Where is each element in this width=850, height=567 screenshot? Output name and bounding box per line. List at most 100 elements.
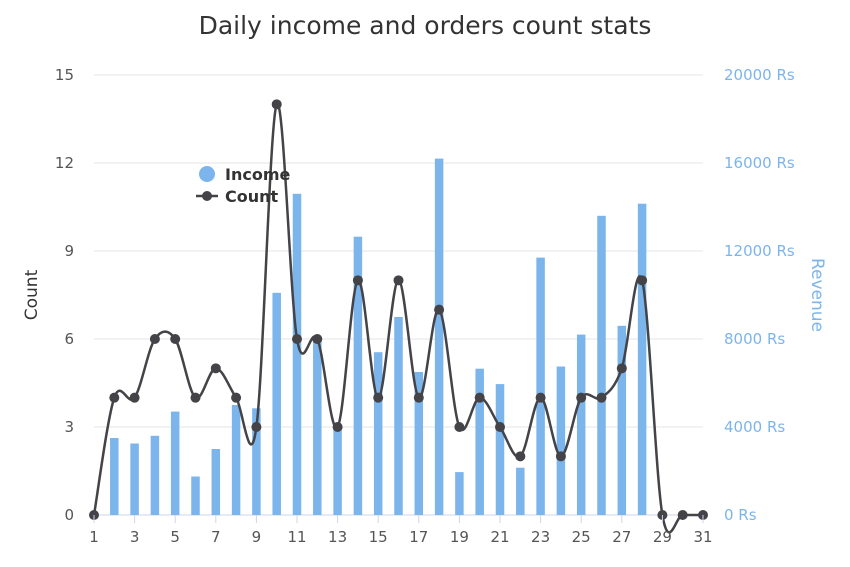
income-bar[interactable] bbox=[576, 334, 586, 515]
legend-count-label: Count bbox=[225, 187, 279, 206]
income-bar[interactable] bbox=[150, 435, 160, 515]
legend-income-label: Income bbox=[225, 165, 290, 184]
income-bar[interactable] bbox=[434, 158, 444, 515]
y-right-tick-label: 12000 Rs bbox=[724, 242, 795, 260]
income-bar[interactable] bbox=[211, 449, 221, 515]
income-bar[interactable] bbox=[394, 317, 403, 515]
income-bar[interactable] bbox=[516, 467, 525, 515]
y-left-tick-label: 9 bbox=[64, 242, 74, 260]
count-point[interactable] bbox=[393, 275, 404, 286]
x-tick-label: 9 bbox=[252, 528, 262, 546]
legend-count-marker-symbol bbox=[202, 191, 212, 201]
count-point[interactable] bbox=[210, 363, 221, 374]
legend-item-income[interactable]: Income bbox=[199, 165, 290, 184]
income-bar[interactable] bbox=[617, 325, 627, 515]
legend-income-symbol bbox=[199, 166, 215, 182]
income-bar[interactable] bbox=[252, 408, 261, 515]
income-bar[interactable] bbox=[333, 425, 342, 515]
x-tick-label: 23 bbox=[531, 528, 550, 546]
x-tick-label: 11 bbox=[287, 528, 306, 546]
count-point[interactable] bbox=[251, 422, 262, 432]
x-tick-label: 3 bbox=[130, 528, 140, 546]
count-point[interactable] bbox=[271, 99, 282, 110]
income-bar[interactable] bbox=[272, 292, 281, 515]
y-right-tick-label: 20000 Rs bbox=[724, 66, 795, 84]
y-left-axis: 0 3 6 9 12 15 bbox=[55, 66, 74, 524]
x-tick-label: 29 bbox=[653, 528, 672, 546]
count-point[interactable] bbox=[616, 363, 627, 374]
x-tick-label: 21 bbox=[490, 528, 509, 546]
y-right-tick-label: 8000 Rs bbox=[724, 330, 785, 348]
income-bar[interactable] bbox=[313, 339, 322, 515]
x-tick-label: 25 bbox=[572, 528, 591, 546]
count-point[interactable] bbox=[373, 392, 384, 403]
income-bar[interactable] bbox=[373, 352, 383, 515]
count-point[interactable] bbox=[454, 422, 465, 432]
count-point[interactable] bbox=[292, 334, 302, 344]
count-point[interactable] bbox=[596, 392, 607, 403]
y-right-axis: 0 Rs 4000 Rs 8000 Rs 12000 Rs 16000 Rs 20000 … bbox=[724, 66, 795, 524]
x-tick-label: 15 bbox=[369, 528, 388, 546]
income-bar[interactable] bbox=[130, 443, 139, 516]
count-point[interactable] bbox=[413, 392, 424, 403]
count-point[interactable] bbox=[555, 451, 566, 462]
income-bar[interactable] bbox=[414, 372, 424, 515]
y-left-tick-label: 0 bbox=[64, 506, 74, 524]
x-tick-label: 7 bbox=[211, 528, 221, 546]
y-right-tick-label: 0 Rs bbox=[724, 506, 757, 524]
legend-item-count[interactable]: Count bbox=[196, 187, 279, 206]
count-point[interactable] bbox=[312, 334, 323, 344]
count-line bbox=[89, 99, 708, 534]
y-right-axis-title: Revenue bbox=[807, 258, 827, 332]
x-tick-label: 31 bbox=[693, 528, 712, 546]
y-left-tick-label: 12 bbox=[55, 154, 74, 172]
count-point[interactable] bbox=[332, 422, 343, 432]
income-bar[interactable] bbox=[536, 257, 545, 515]
x-tick-label: 17 bbox=[409, 528, 428, 546]
income-bar[interactable] bbox=[191, 476, 200, 516]
income-bar[interactable] bbox=[455, 472, 464, 515]
count-point[interactable] bbox=[576, 392, 587, 403]
legend[interactable]: Income Count bbox=[196, 165, 290, 206]
income-bars bbox=[110, 158, 647, 516]
count-point[interactable] bbox=[352, 275, 363, 286]
y-right-tick-label: 4000 Rs bbox=[724, 418, 785, 436]
count-point[interactable] bbox=[109, 392, 120, 403]
income-bar[interactable] bbox=[597, 215, 606, 516]
income-bar[interactable] bbox=[292, 193, 302, 516]
count-point[interactable] bbox=[149, 334, 160, 344]
income-bar[interactable] bbox=[556, 366, 566, 516]
y-left-tick-label: 6 bbox=[64, 330, 74, 348]
income-bar[interactable] bbox=[495, 384, 505, 515]
x-tick-label: 5 bbox=[170, 528, 180, 546]
income-bar[interactable] bbox=[475, 368, 484, 515]
y-right-tick-label: 16000 Rs bbox=[724, 154, 795, 172]
income-bar[interactable] bbox=[170, 411, 180, 515]
count-point[interactable] bbox=[677, 510, 688, 520]
count-point[interactable] bbox=[129, 392, 140, 403]
x-tick-label: 19 bbox=[450, 528, 469, 546]
count-point[interactable] bbox=[170, 334, 181, 344]
income-bar[interactable] bbox=[353, 236, 363, 515]
count-point[interactable] bbox=[515, 451, 526, 462]
chart-title: Daily income and orders count stats bbox=[199, 11, 652, 40]
x-tick-label: 13 bbox=[328, 528, 347, 546]
income-bar[interactable] bbox=[637, 203, 647, 515]
x-axis: 1 3 5 7 9 11 13 15 17 19 21 23 25 27 29 31 bbox=[89, 515, 713, 546]
y-left-axis-title: Count bbox=[22, 269, 42, 320]
count-point[interactable] bbox=[434, 304, 445, 315]
x-tick-label: 27 bbox=[612, 528, 631, 546]
y-left-tick-label: 15 bbox=[55, 66, 74, 84]
count-point[interactable] bbox=[231, 392, 242, 403]
income-bar[interactable] bbox=[110, 438, 119, 515]
y-left-tick-label: 3 bbox=[64, 418, 74, 436]
count-point[interactable] bbox=[535, 392, 546, 403]
count-point[interactable] bbox=[474, 392, 485, 403]
count-point[interactable] bbox=[637, 275, 648, 286]
income-bar[interactable] bbox=[231, 405, 241, 515]
count-point[interactable] bbox=[495, 422, 505, 432]
x-tick-label: 1 bbox=[89, 528, 99, 546]
count-point[interactable] bbox=[190, 392, 201, 403]
